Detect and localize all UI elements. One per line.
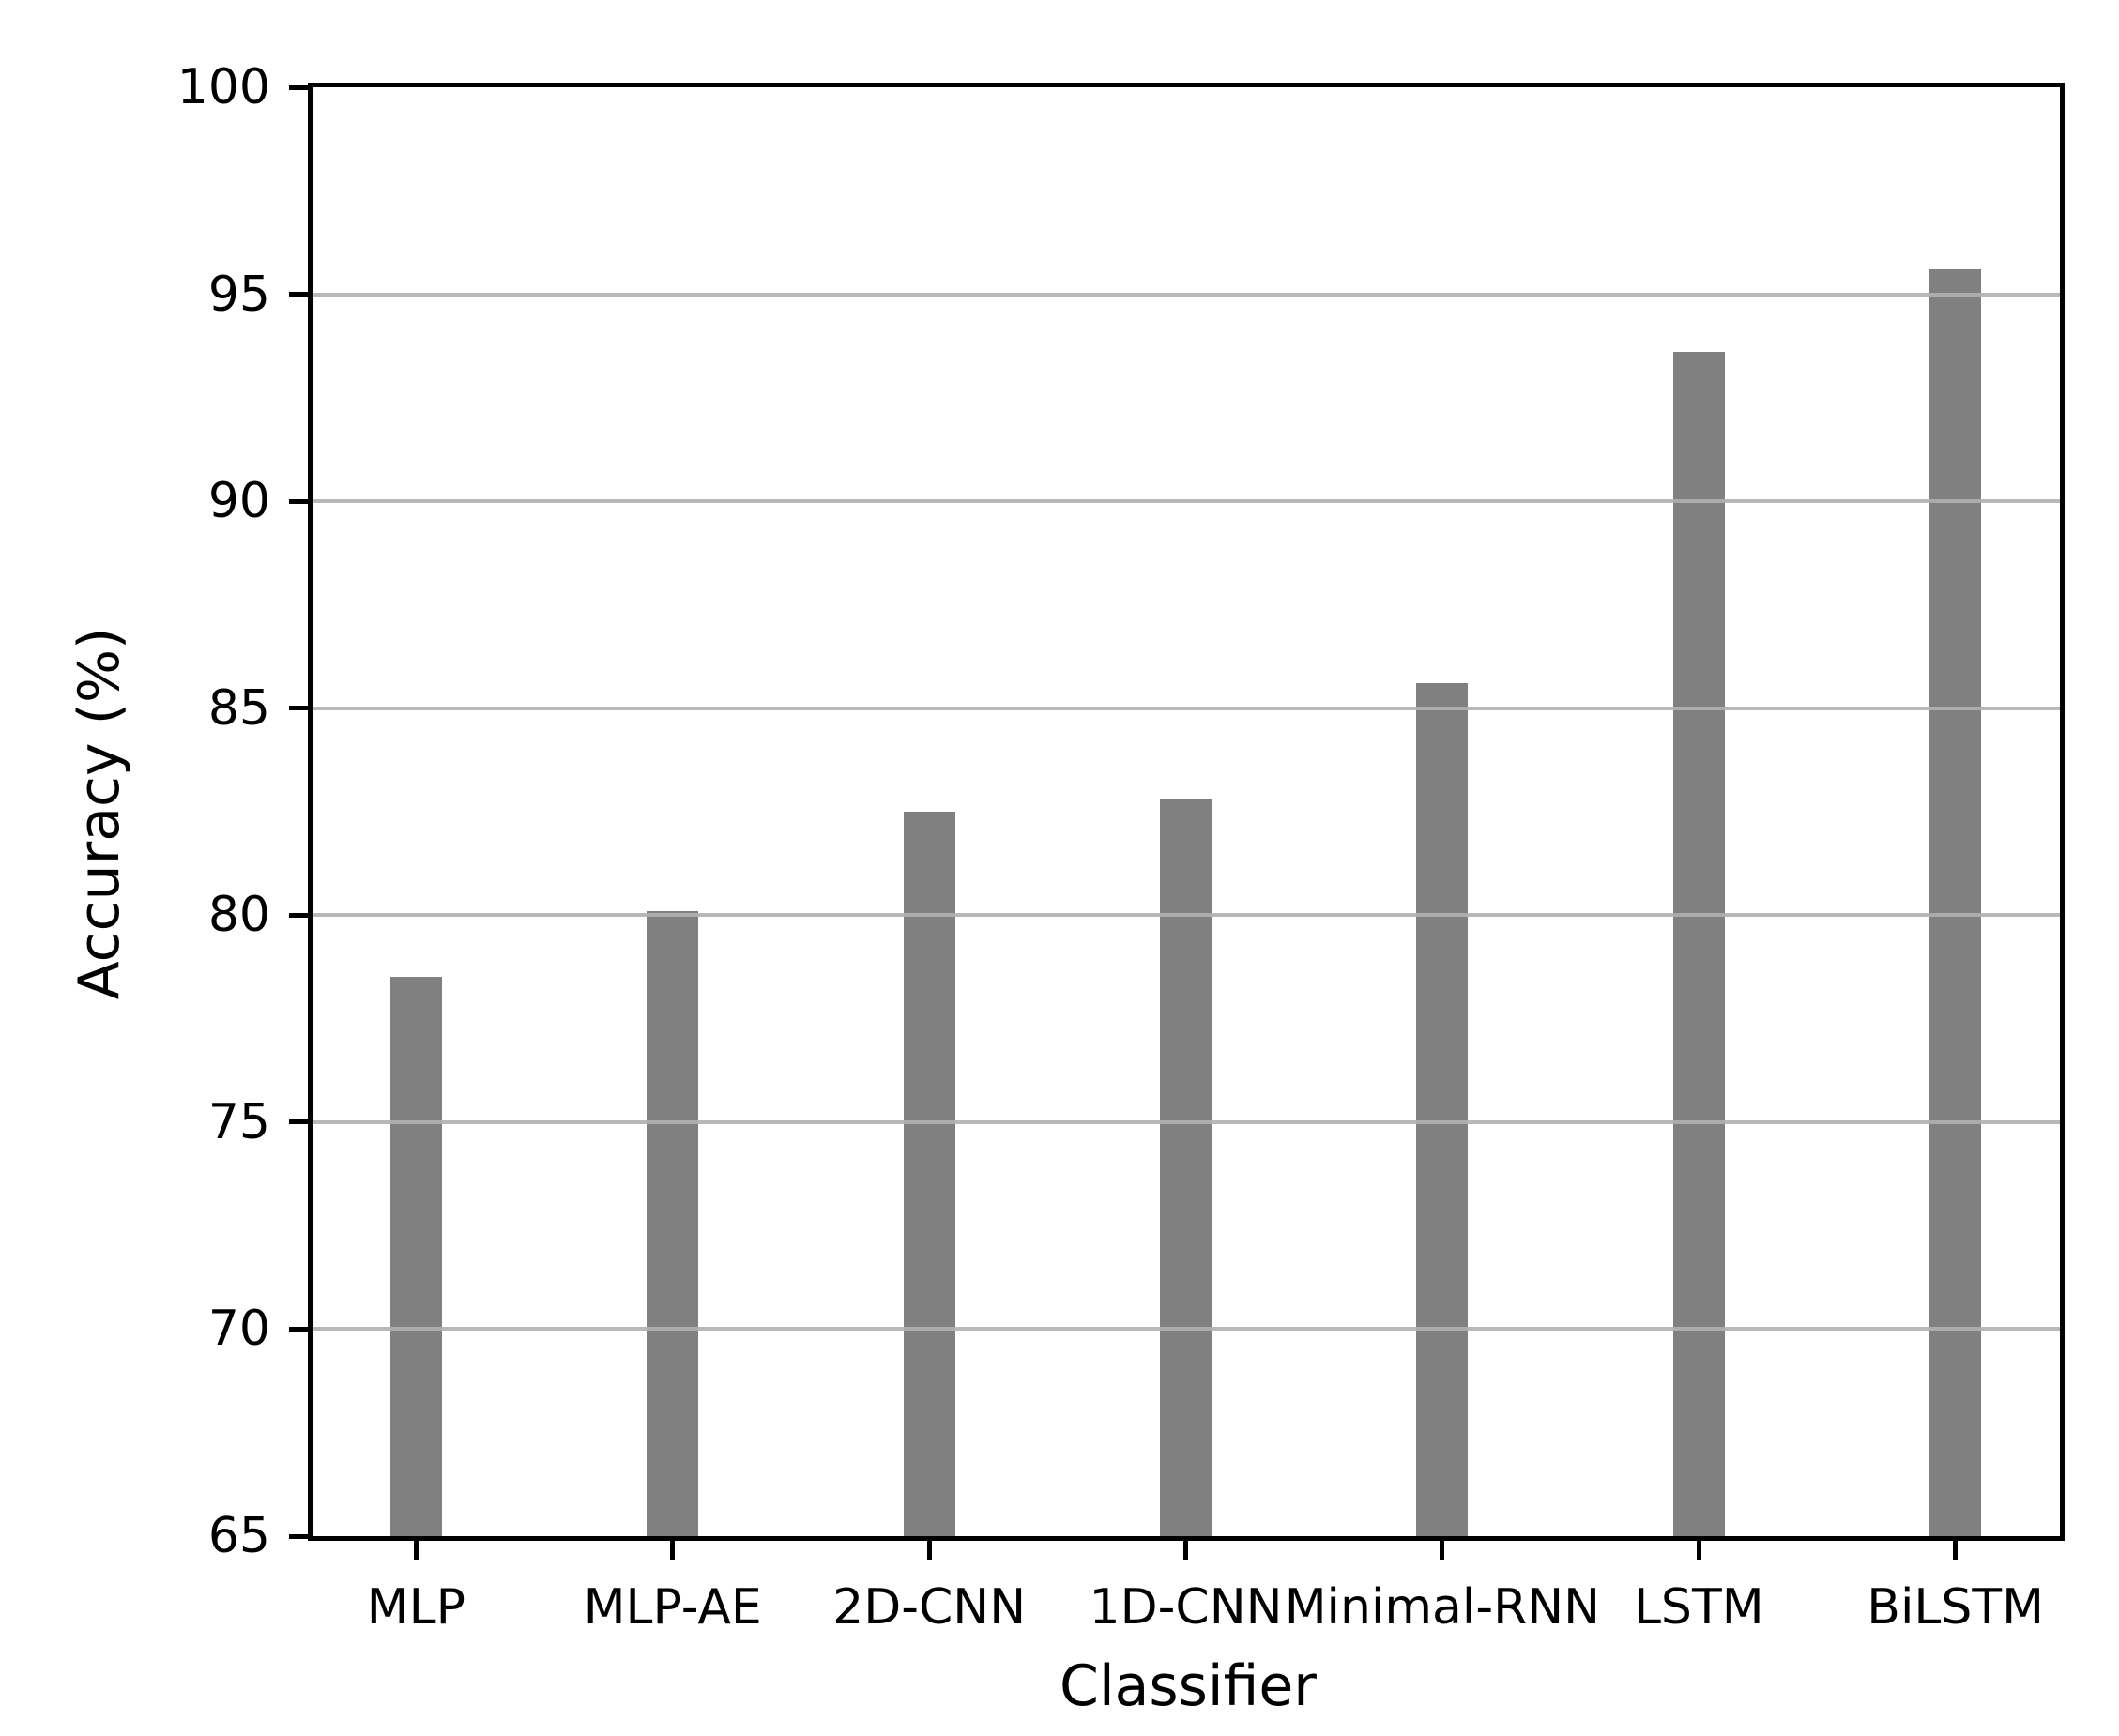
y-tick-85: [289, 706, 308, 711]
gridline-y-95: [313, 292, 2060, 297]
gridline-y-90: [313, 499, 2060, 504]
y-tick-label-85: 85: [207, 679, 270, 737]
y-tick-80: [289, 912, 308, 918]
bar-2D-CNN: [903, 812, 955, 1536]
gridline-y-80: [313, 913, 2060, 918]
x-tick-LSTM: [1696, 1541, 1701, 1560]
plot-area: 65 70 75 80 85 90 95 100 MLP MLP-AE 2D-CNN 1D-CNN Mi…: [177, 59, 2065, 1636]
y-tick-70: [289, 1326, 308, 1332]
x-tick-MLP: [413, 1541, 419, 1560]
x-tick-label-Minimal-RNN: Minimal-RNN: [1284, 1579, 1601, 1636]
y-tick-label-70: 70: [207, 1301, 270, 1358]
bar-MLP: [389, 977, 442, 1536]
bar-LSTM: [1672, 352, 1725, 1536]
x-tick-label-MLP: MLP: [366, 1579, 465, 1636]
x-tick-label-1D-CNN: 1D-CNN: [1089, 1579, 1283, 1636]
gridline-y-75: [313, 1119, 2060, 1124]
x-tick-Minimal-RNN: [1440, 1541, 1445, 1560]
y-tick-75: [289, 1119, 308, 1125]
y-tick-label-100: 100: [176, 59, 270, 115]
x-tick-label-LSTM: LSTM: [1633, 1579, 1764, 1636]
bar-1D-CNN: [1160, 799, 1212, 1536]
y-tick-label-75: 75: [207, 1093, 270, 1150]
bar-MLP-AE: [647, 910, 699, 1536]
y-tick-90: [289, 498, 308, 504]
x-axis-label: Classifier: [1060, 1653, 1317, 1719]
x-tick-label-BiLSTM: BiLSTM: [1867, 1579, 2045, 1636]
y-tick-100: [289, 84, 308, 90]
bar-Minimal-RNN: [1416, 683, 1469, 1536]
gridline-y-70: [313, 1327, 2060, 1332]
y-tick-label-90: 90: [207, 473, 270, 530]
y-tick-65: [289, 1533, 308, 1539]
y-tick-95: [289, 292, 308, 297]
x-tick-label-2D-CNN: 2D-CNN: [832, 1579, 1027, 1636]
x-tick-BiLSTM: [1953, 1541, 1959, 1560]
y-tick-label-95: 95: [207, 266, 270, 323]
bar-BiLSTM: [1929, 269, 1982, 1536]
gridline-y-85: [313, 706, 2060, 710]
y-tick-label-65: 65: [207, 1508, 270, 1564]
x-tick-1D-CNN: [1183, 1541, 1188, 1560]
x-tick-label-MLP-AE: MLP-AE: [583, 1579, 762, 1636]
x-tick-2D-CNN: [926, 1541, 932, 1560]
x-tick-MLP-AE: [670, 1541, 676, 1560]
y-tick-label-80: 80: [207, 887, 270, 944]
